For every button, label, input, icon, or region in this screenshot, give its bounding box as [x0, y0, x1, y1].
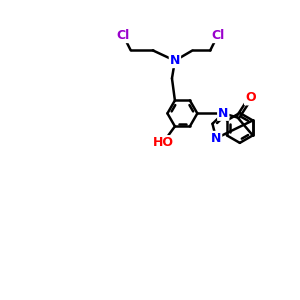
Text: N: N — [211, 132, 221, 145]
Text: Cl: Cl — [211, 29, 224, 42]
Text: N: N — [170, 54, 180, 67]
Text: O: O — [245, 92, 256, 104]
Text: HO: HO — [153, 136, 174, 149]
Text: N: N — [218, 107, 228, 120]
Text: Cl: Cl — [117, 29, 130, 42]
